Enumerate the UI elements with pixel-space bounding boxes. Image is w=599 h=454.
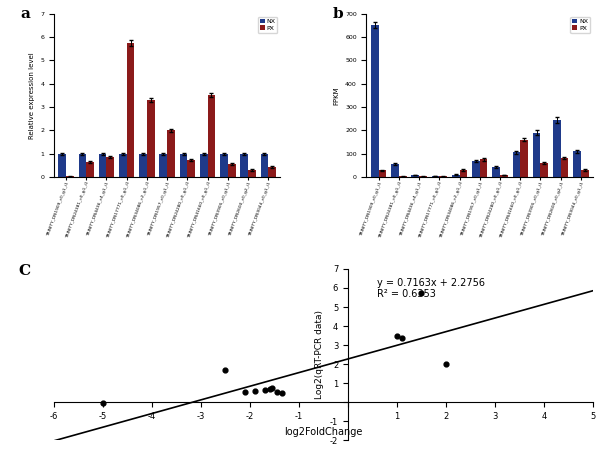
Y-axis label: Log2(qRT-PCR data): Log2(qRT-PCR data) bbox=[316, 310, 325, 399]
Bar bbox=[533, 133, 540, 177]
Text: b: b bbox=[332, 7, 343, 21]
Point bbox=[277, 389, 286, 396]
Legend: NX, PX: NX, PX bbox=[570, 17, 590, 33]
Bar bbox=[480, 159, 488, 177]
Bar bbox=[540, 163, 548, 177]
Point bbox=[265, 385, 274, 393]
Point bbox=[98, 400, 108, 407]
Text: C: C bbox=[19, 264, 31, 278]
Bar bbox=[119, 153, 127, 177]
Point bbox=[441, 360, 451, 368]
Point bbox=[397, 335, 407, 342]
Text: y = 0.7163x + 2.2756
R² = 0.6353: y = 0.7163x + 2.2756 R² = 0.6353 bbox=[377, 277, 485, 299]
Bar bbox=[159, 153, 167, 177]
Bar bbox=[561, 158, 568, 177]
Text: a: a bbox=[20, 7, 30, 21]
Bar bbox=[248, 170, 256, 177]
Point bbox=[240, 388, 250, 395]
Bar bbox=[513, 153, 520, 177]
Bar bbox=[99, 153, 107, 177]
Bar bbox=[220, 153, 228, 177]
Bar bbox=[107, 157, 114, 177]
Bar bbox=[200, 153, 208, 177]
Bar bbox=[520, 139, 528, 177]
Bar bbox=[432, 176, 439, 177]
Bar bbox=[573, 151, 581, 177]
Bar bbox=[187, 160, 195, 177]
Point bbox=[392, 332, 402, 339]
Point bbox=[250, 387, 259, 395]
Bar bbox=[268, 167, 276, 177]
Bar bbox=[412, 175, 419, 177]
Bar bbox=[139, 153, 147, 177]
Bar bbox=[472, 161, 480, 177]
Point bbox=[220, 366, 230, 374]
Bar bbox=[371, 25, 379, 177]
Point bbox=[260, 386, 270, 394]
Bar bbox=[240, 153, 248, 177]
Bar bbox=[581, 170, 589, 177]
Bar bbox=[58, 153, 66, 177]
Point bbox=[267, 385, 277, 392]
Point bbox=[417, 289, 426, 296]
Bar bbox=[78, 153, 86, 177]
Legend: NX, PX: NX, PX bbox=[258, 17, 277, 33]
Y-axis label: FPKM: FPKM bbox=[334, 86, 340, 104]
Bar bbox=[379, 170, 386, 177]
Bar bbox=[208, 95, 215, 177]
Y-axis label: Relative expression level: Relative expression level bbox=[29, 52, 35, 138]
Bar bbox=[127, 43, 134, 177]
Bar bbox=[147, 100, 155, 177]
Bar bbox=[492, 167, 500, 177]
Bar bbox=[391, 164, 399, 177]
X-axis label: log2FoldChange: log2FoldChange bbox=[285, 427, 362, 437]
Bar bbox=[261, 153, 268, 177]
Bar bbox=[452, 174, 459, 177]
Bar bbox=[86, 162, 94, 177]
Bar bbox=[180, 153, 187, 177]
Point bbox=[272, 388, 282, 395]
Bar bbox=[553, 120, 561, 177]
Bar bbox=[500, 175, 508, 177]
Bar bbox=[459, 170, 467, 177]
Bar bbox=[228, 164, 235, 177]
Bar bbox=[167, 130, 175, 177]
